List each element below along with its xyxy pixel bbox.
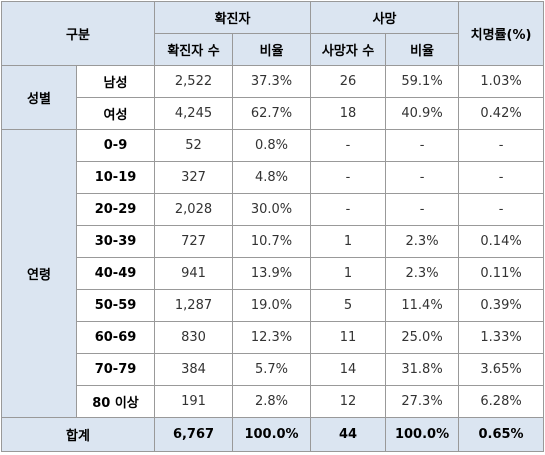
fatality-cell: 1.33% [458,321,545,354]
row-label: 60-69 [75,321,156,354]
confirmed-cell: 52 [154,129,234,162]
table-row: 10-19 327 4.8% - - - [2,161,545,194]
total-deaths: 44 [310,417,387,452]
death-ratio-cell: - [385,161,460,194]
table-row: 70-79 384 5.7% 14 31.8% 3.65% [2,353,545,386]
death-ratio-cell: 2.3% [385,257,460,290]
row-label: 80 이상 [75,385,156,418]
table-row: 60-69 830 12.3% 11 25.0% 1.33% [2,321,545,354]
row-label: 10-19 [75,161,156,194]
row-label: 0-9 [75,129,156,162]
total-row: 합계 6,767 100.0% 44 100.0% 0.65% [0,417,545,452]
death-ratio-cell: - [385,129,460,162]
row-label: 남성 [75,65,156,98]
deaths-cell: 11 [310,321,387,354]
row-label: 70-79 [75,353,156,386]
confirmed-cell: 1,287 [154,289,234,322]
fatality-cell: - [458,129,545,162]
deaths-cell: 26 [310,65,387,98]
fatality-cell: 0.11% [458,257,545,290]
group-label-gender: 성별 [1,65,77,130]
confirmed-cell: 4,245 [154,97,234,130]
header-death-ratio: 비율 [385,33,460,66]
table-row: 연령 0-9 52 0.8% - - - [1,129,545,418]
row-label: 40-49 [75,257,156,290]
deaths-cell: 1 [310,225,387,258]
fatality-cell: 1.03% [458,65,545,98]
confirmed-ratio-cell: 62.7% [232,97,312,130]
fatality-cell: 0.42% [458,97,545,130]
death-ratio-cell: 31.8% [385,353,460,386]
header-row-1: 구분 확진자 사망 치명률(%) [0,1,545,66]
row-label: 20-29 [75,193,156,226]
table-row: 20-29 2,028 30.0% - - - [2,193,545,226]
confirmed-cell: 327 [154,161,234,194]
death-ratio-cell: - [385,193,460,226]
fatality-cell: 0.14% [458,225,545,258]
death-ratio-cell: 59.1% [385,65,460,98]
fatality-cell: 0.39% [458,289,545,322]
fatality-cell: - [458,161,545,194]
header-deaths: 사망 [310,1,460,34]
fatality-cell: 6.28% [458,385,545,418]
deaths-cell: 5 [310,289,387,322]
total-death-ratio: 100.0% [385,417,460,452]
header-fatality-rate: 치명률(%) [458,1,545,66]
total-fatality: 0.65% [458,417,545,452]
confirmed-cell: 384 [154,353,234,386]
confirmed-ratio-cell: 12.3% [232,321,312,354]
total-label: 합계 [0,417,156,452]
table-row: 30-39 727 10.7% 1 2.3% 0.14% [2,225,545,258]
confirmed-ratio-cell: 19.0% [232,289,312,322]
total-confirmed: 6,767 [154,417,234,452]
confirmed-cell: 830 [154,321,234,354]
deaths-cell: 1 [310,257,387,290]
table-row: 50-59 1,287 19.0% 5 11.4% 0.39% [2,289,545,322]
confirmed-cell: 191 [154,385,234,418]
confirmed-ratio-cell: 2.8% [232,385,312,418]
deaths-cell: - [310,161,387,194]
table-row: 80 이상 191 2.8% 12 27.3% 6.28% [2,385,545,418]
fatality-cell: 3.65% [458,353,545,386]
deaths-cell: 14 [310,353,387,386]
death-ratio-cell: 40.9% [385,97,460,130]
death-ratio-cell: 27.3% [385,385,460,418]
confirmed-ratio-cell: 5.7% [232,353,312,386]
confirmed-cell: 941 [154,257,234,290]
confirmed-ratio-cell: 10.7% [232,225,312,258]
group-label-age: 연령 [1,129,77,418]
header-confirmed-count: 확진자 수 [154,33,234,66]
death-ratio-cell: 25.0% [385,321,460,354]
row-label: 여성 [75,97,156,130]
header-death-count: 사망자 수 [310,33,387,66]
header-confirmed: 확진자 [154,1,312,34]
table-row: 성별 남성 2,522 37.3% 26 59.1% 1.03% [1,65,545,130]
total-confirmed-ratio: 100.0% [232,417,312,452]
row-label: 30-39 [75,225,156,258]
confirmed-cell: 727 [154,225,234,258]
fatality-cell: - [458,193,545,226]
confirmed-cell: 2,522 [154,65,234,98]
confirmed-ratio-cell: 30.0% [232,193,312,226]
confirmed-ratio-cell: 37.3% [232,65,312,98]
deaths-cell: - [310,193,387,226]
confirmed-ratio-cell: 4.8% [232,161,312,194]
deaths-cell: 12 [310,385,387,418]
confirmed-cell: 2,028 [154,193,234,226]
deaths-cell: - [310,129,387,162]
deaths-cell: 18 [310,97,387,130]
table-row: 40-49 941 13.9% 1 2.3% 0.11% [2,257,545,290]
confirmed-ratio-cell: 0.8% [232,129,312,162]
table-row: 여성 4,245 62.7% 18 40.9% 0.42% [2,97,545,130]
death-ratio-cell: 11.4% [385,289,460,322]
header-row-2: 확진자 수 비율 사망자 수 비율 [2,33,544,66]
confirmed-ratio-cell: 13.9% [232,257,312,290]
header-confirmed-ratio: 비율 [232,33,312,66]
header-category: 구분 [0,1,156,66]
death-ratio-cell: 2.3% [385,225,460,258]
row-label: 50-59 [75,289,156,322]
